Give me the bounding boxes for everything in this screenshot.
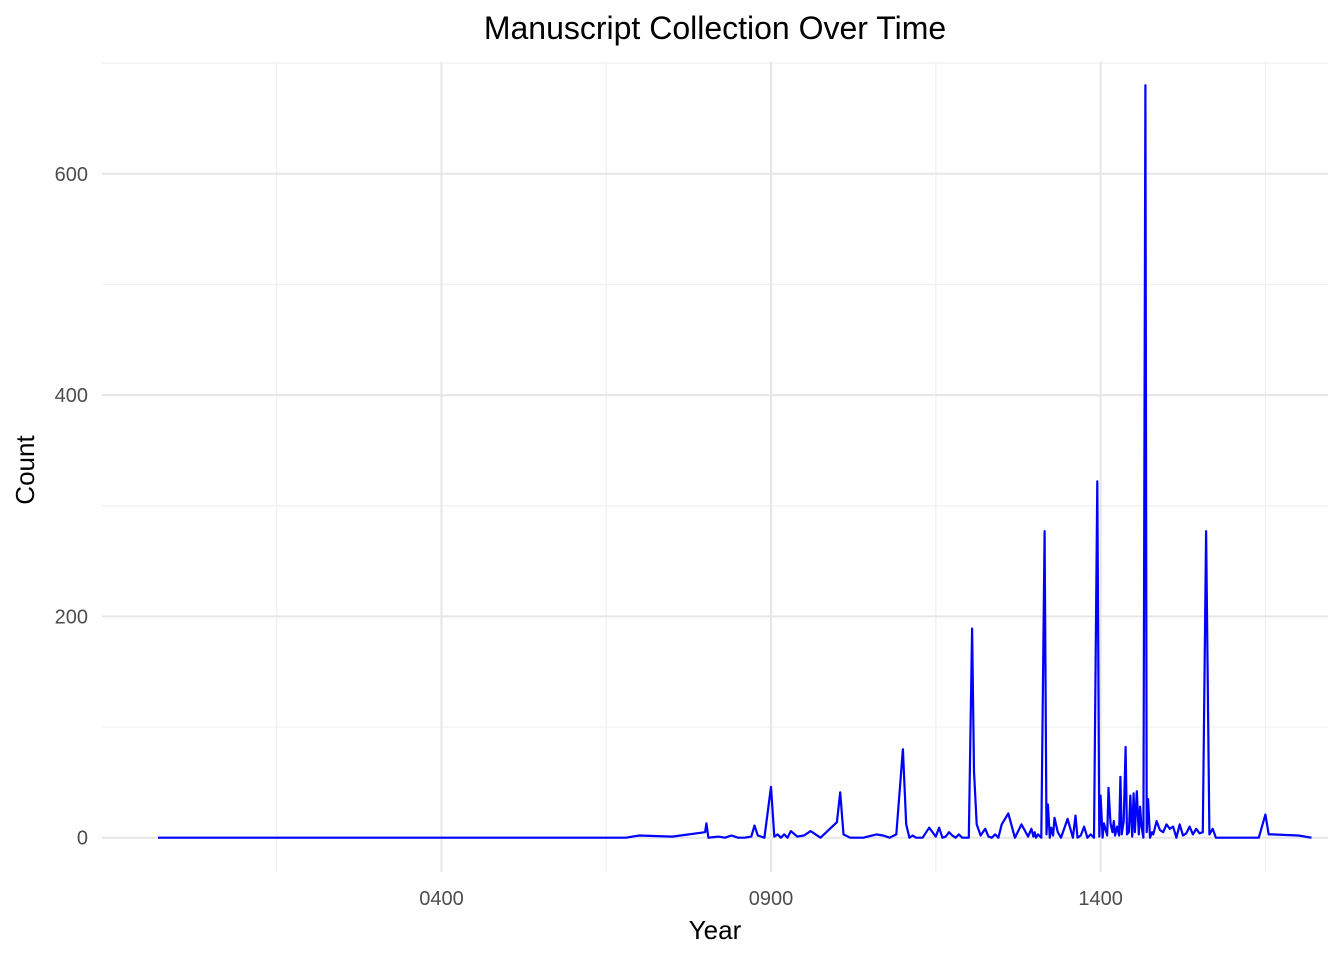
y-axis-title: Count: [10, 435, 40, 505]
minor-gridlines-x: [276, 62, 1266, 872]
chart-title: Manuscript Collection Over Time: [484, 10, 946, 46]
count-series-line: [158, 84, 1312, 839]
x-axis-tick-labels: 0400 0900 1400: [419, 888, 1123, 910]
x-axis-title: Year: [689, 915, 742, 945]
minor-gridlines-y: [102, 62, 1328, 728]
series-layer: [158, 84, 1312, 839]
x-tick-label: 0900: [749, 888, 794, 910]
y-axis-tick-labels: 0 200 400 600: [55, 164, 88, 850]
y-tick-label: 400: [55, 385, 88, 407]
y-tick-label: 0: [77, 828, 88, 850]
x-tick-label: 1400: [1078, 888, 1123, 910]
y-tick-label: 600: [55, 164, 88, 186]
x-tick-label: 0400: [419, 888, 464, 910]
major-gridlines-x: [440, 62, 1102, 872]
y-tick-label: 200: [55, 606, 88, 628]
